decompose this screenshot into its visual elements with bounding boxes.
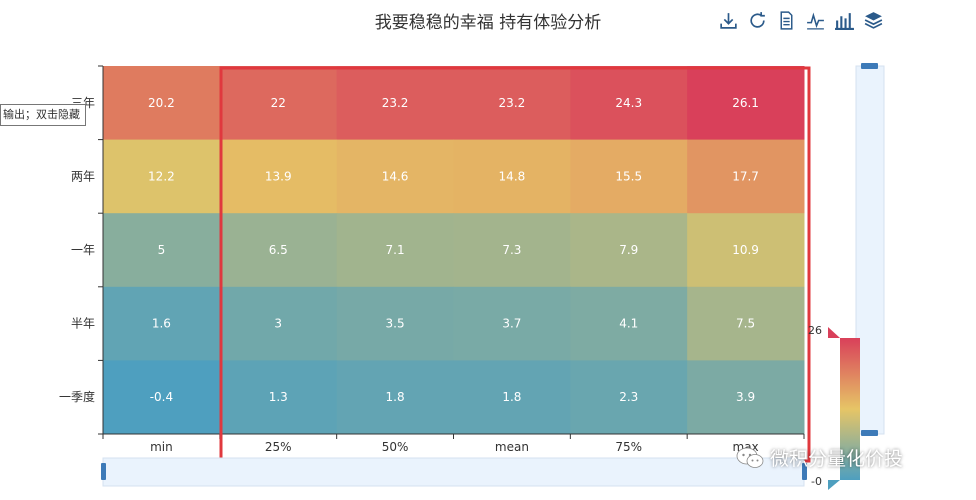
cell-value-label: 4.1 [619, 317, 638, 331]
visual-map[interactable]: 26 -0 [808, 324, 860, 490]
heatmap-cell[interactable] [336, 66, 454, 141]
heatmap-cell[interactable] [453, 213, 571, 288]
y-slider-handle-bottom[interactable] [861, 430, 878, 436]
cell-value-label: 24.3 [615, 96, 642, 110]
cell-value-label: 17.7 [732, 169, 759, 183]
y-tick-label: 一年 [71, 243, 95, 257]
download-icon[interactable] [718, 10, 739, 31]
x-tick-label: mean [495, 440, 529, 454]
cell-labels: 20.2 22 23.2 23.2 24.3 26.1 12.2 13.9 14.6 14.8 15… [148, 96, 759, 404]
heatmap-cells [103, 66, 805, 435]
watermark: 微积分量化价投 [736, 444, 903, 471]
x-slider-handle-left[interactable] [101, 463, 106, 480]
cell-value-label: 13.9 [265, 169, 292, 183]
y-datazoom-slider[interactable] [855, 63, 885, 436]
cell-value-label: 20.2 [148, 96, 175, 110]
heatmap-cell[interactable] [687, 360, 805, 435]
stack-icon[interactable] [863, 10, 884, 31]
visual-map-min-label: -0 [811, 475, 822, 488]
x-tick-label: 25% [265, 440, 292, 454]
cell-value-label: 3.5 [386, 317, 405, 331]
cell-value-label: 23.2 [382, 96, 409, 110]
heatmap-cell[interactable] [219, 360, 338, 435]
x-tick-label: 75% [615, 440, 642, 454]
heatmap-cell[interactable] [103, 286, 221, 361]
heatmap-cell[interactable] [570, 66, 688, 141]
cell-value-label: 15.5 [615, 169, 642, 183]
y-tick-label: 半年 [71, 317, 95, 331]
cell-value-label: 14.8 [499, 169, 526, 183]
cell-value-label: 22 [271, 96, 286, 110]
cell-value-label: 5 [158, 243, 166, 257]
cell-value-label: 6.5 [269, 243, 288, 257]
toolbox [718, 10, 884, 31]
cell-value-label: 14.6 [382, 169, 409, 183]
heatmap-cell[interactable] [453, 139, 571, 214]
heatmap-cell[interactable] [453, 360, 571, 435]
heatmap-cell[interactable] [687, 139, 805, 214]
y-tick-label: 一季度 [59, 389, 95, 404]
heatmap-cell[interactable] [570, 360, 688, 435]
heatmap-cell[interactable] [103, 213, 221, 288]
heatmap-cell[interactable] [103, 66, 221, 141]
cell-value-label: 7.5 [736, 317, 755, 331]
heatmap-cell[interactable] [219, 66, 338, 141]
chart-title: 我要稳稳的幸福 持有体验分析 [374, 13, 602, 33]
line-chart-icon[interactable] [805, 10, 826, 31]
bar-chart-icon[interactable] [834, 10, 855, 31]
y-tick-label: 两年 [71, 169, 95, 183]
heatmap-cell[interactable] [103, 139, 221, 214]
data-view-icon[interactable] [776, 10, 797, 31]
heatmap-cell[interactable] [570, 139, 688, 214]
heatmap-cell[interactable] [453, 66, 571, 141]
heatmap-cell[interactable] [219, 213, 338, 288]
cell-value-label: 1.6 [152, 317, 171, 331]
cell-value-label: -0.4 [150, 390, 173, 404]
visual-map-handle-top[interactable] [828, 327, 840, 338]
heatmap-cell[interactable] [219, 286, 338, 361]
heatmap-cell[interactable] [687, 213, 805, 288]
heatmap-cell[interactable] [453, 286, 571, 361]
y-slider-handle-top[interactable] [861, 63, 878, 69]
heatmap-cell[interactable] [570, 286, 688, 361]
cell-value-label: 1.8 [386, 390, 405, 404]
cell-value-label: 7.1 [386, 243, 405, 257]
cell-value-label: 12.2 [148, 169, 175, 183]
x-slider-handle-right[interactable] [802, 463, 807, 480]
heatmap-cell[interactable] [336, 360, 454, 435]
refresh-icon[interactable] [747, 10, 768, 31]
cell-value-label: 10.9 [732, 243, 759, 257]
x-datazoom-slider[interactable] [101, 457, 807, 487]
watermark-text: 微积分量化价投 [770, 448, 904, 470]
cell-value-label: 1.3 [269, 390, 288, 404]
cell-value-label: 7.3 [502, 243, 521, 257]
x-tick-label: min [150, 440, 173, 454]
cell-value-label: 3 [274, 317, 282, 331]
heatmap-cell[interactable] [336, 286, 454, 361]
cell-value-label: 1.8 [502, 390, 521, 404]
heatmap-cell[interactable] [687, 66, 805, 141]
heatmap-cell[interactable] [336, 139, 454, 214]
wechat-icon [736, 447, 764, 468]
heatmap-cell[interactable] [219, 139, 338, 214]
heatmap-cell[interactable] [336, 213, 454, 288]
tooltip: 输出；双击隐藏 [0, 104, 86, 126]
cell-value-label: 2.3 [619, 390, 638, 404]
cell-value-label: 3.9 [736, 390, 755, 404]
heatmap-cell[interactable] [570, 213, 688, 288]
visual-map-max-label: 26 [808, 324, 822, 337]
visual-map-handle-bottom[interactable] [828, 480, 840, 490]
cell-value-label: 7.9 [619, 243, 638, 257]
heatmap-cell[interactable] [103, 360, 221, 435]
heatmap-cell[interactable] [687, 286, 805, 361]
x-tick-label: 50% [382, 440, 409, 454]
cell-value-label: 23.2 [499, 96, 526, 110]
cell-value-label: 26.1 [732, 96, 759, 110]
cell-value-label: 3.7 [502, 317, 521, 331]
